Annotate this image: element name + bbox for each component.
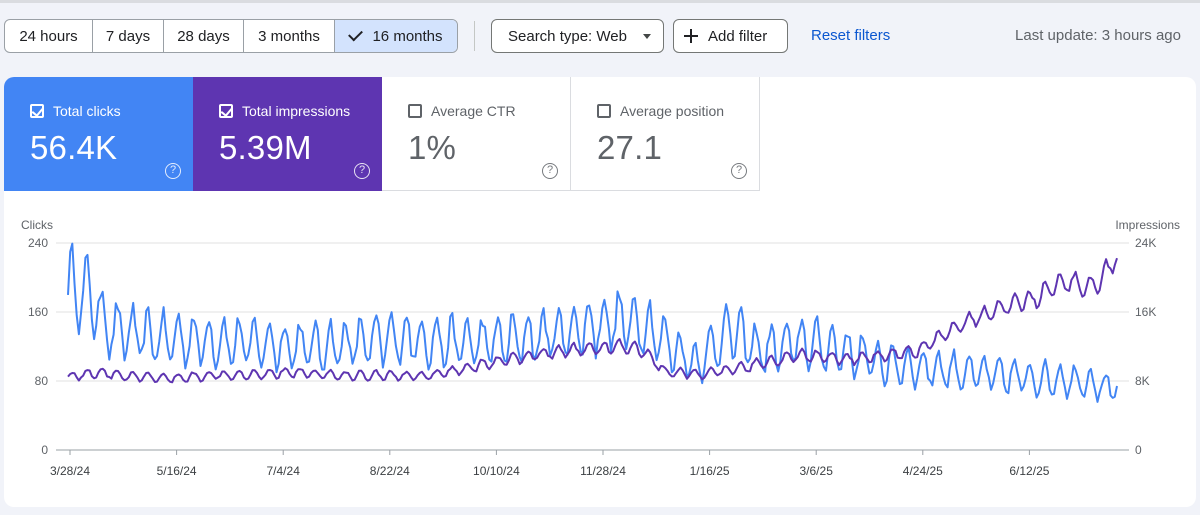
last-update-text: Last update: 3 hours ago (1015, 27, 1181, 44)
x-tick-label: 7/4/24 (267, 464, 301, 478)
x-tick-label: 4/24/25 (903, 464, 943, 478)
performance-chart: Clicks Impressions 240 24K 160 16K 80 8K 0 0 3/… (21, 218, 1180, 478)
add-filter-button[interactable]: Add filter (673, 19, 788, 53)
metric-value: 56.4K (30, 129, 118, 166)
help-icon[interactable]: ? (165, 163, 181, 179)
y-tick-left: 80 (35, 374, 49, 388)
right-axis-title: Impressions (1115, 218, 1180, 232)
checkbox-unchecked-icon[interactable] (597, 104, 611, 118)
range-16-months-label: 16 months (372, 27, 443, 45)
x-tick-label: 10/10/24 (473, 464, 520, 478)
y-tick-right: 8K (1135, 374, 1150, 388)
metric-total-clicks[interactable]: Total clicks 56.4K ? (4, 77, 193, 191)
metric-label: Total impressions (242, 103, 351, 119)
metric-label: Average CTR (431, 103, 516, 119)
metric-label: Average position (620, 103, 725, 119)
x-tick-label: 5/16/24 (157, 464, 197, 478)
range-24-hours[interactable]: 24 hours (5, 20, 93, 52)
x-tick-label: 1/16/25 (690, 464, 730, 478)
checkbox-checked-icon[interactable] (219, 104, 233, 118)
y-tick-right: 0 (1135, 443, 1142, 457)
range-16-months[interactable]: 16 months (335, 20, 457, 52)
x-tick-label: 6/12/25 (1009, 464, 1049, 478)
metric-value: 1% (408, 129, 457, 166)
metric-label: Total clicks (53, 103, 121, 119)
left-axis-title: Clicks (21, 218, 53, 232)
date-range-selector: 24 hours 7 days 28 days 3 months 16 mont… (4, 19, 458, 53)
plus-icon (684, 29, 698, 43)
x-tick-label: 3/28/24 (50, 464, 90, 478)
top-divider (0, 0, 1200, 3)
search-type-label: Search type: Web (508, 27, 627, 45)
metric-total-impressions[interactable]: Total impressions 5.39M ? (193, 77, 382, 191)
help-icon[interactable]: ? (542, 163, 558, 179)
help-icon[interactable]: ? (354, 163, 370, 179)
checkbox-unchecked-icon[interactable] (408, 104, 422, 118)
x-tick-label: 11/28/24 (580, 464, 626, 478)
search-type-dropdown[interactable]: Search type: Web (491, 19, 664, 53)
add-filter-label: Add filter (708, 27, 768, 45)
y-tick-right: 16K (1135, 305, 1156, 319)
x-tick-label: 8/22/24 (370, 464, 410, 478)
range-3-months[interactable]: 3 months (244, 20, 335, 52)
caret-down-icon (643, 34, 651, 39)
toolbar-divider (474, 21, 475, 51)
x-tick-label: 3/6/25 (800, 464, 834, 478)
help-icon[interactable]: ? (731, 163, 747, 179)
metric-average-ctr[interactable]: Average CTR 1% ? (382, 77, 571, 191)
range-28-days[interactable]: 28 days (164, 20, 244, 52)
series-line-clicks (67, 242, 1118, 403)
range-7-days[interactable]: 7 days (93, 20, 164, 52)
metric-value: 5.39M (219, 129, 312, 166)
checkmark-icon (348, 26, 364, 42)
y-tick-left: 160 (28, 305, 48, 319)
series-line-impressions (67, 257, 1118, 384)
metric-value: 27.1 (597, 129, 663, 166)
metric-average-position[interactable]: Average position 27.1 ? (571, 77, 760, 191)
y-tick-right: 24K (1135, 236, 1156, 250)
y-tick-left: 240 (28, 236, 48, 250)
reset-filters-link[interactable]: Reset filters (811, 27, 891, 44)
performance-card: Total clicks 56.4K ? Total impressions 5… (4, 77, 1196, 507)
y-tick-left: 0 (41, 443, 48, 457)
toolbar: 24 hours 7 days 28 days 3 months 16 mont… (0, 19, 1200, 53)
checkbox-checked-icon[interactable] (30, 104, 44, 118)
